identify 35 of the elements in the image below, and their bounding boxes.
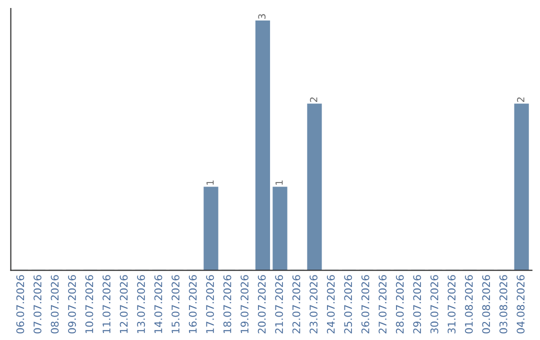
x-tick-label: 15.07.2026 (172, 275, 180, 333)
data-label: 3 (258, 14, 266, 19)
x-tick-label: 06.07.2026 (16, 275, 24, 334)
x-tick-label: 09.07.2026 (68, 275, 76, 334)
data-label: 2 (310, 97, 318, 102)
x-tick-label: 27.07.2026 (378, 275, 387, 334)
x-tick-label: 25.07.2026 (344, 275, 352, 334)
x-tick-label: 13.07.2026 (137, 275, 145, 333)
x-tick-label: 29.07.2026 (413, 275, 422, 334)
data-label: 1 (206, 180, 214, 185)
x-tick-label: 03.08.2026 (499, 275, 508, 334)
x-tick-label: 21.07.2026 (275, 275, 283, 334)
x-tick-label: 20.07.2026 (258, 275, 266, 334)
x-tick-label: 18.07.2026 (223, 275, 232, 333)
data-label: 1 (276, 180, 283, 185)
x-tick-label: 04.08.2026 (516, 275, 525, 334)
x-tick-label: 14.07.2026 (154, 275, 162, 333)
x-tick-label: 12.07.2026 (120, 275, 128, 333)
x-tick-label: 01.08.2026 (464, 275, 473, 334)
x-tick-label: 26.07.2026 (361, 275, 370, 334)
x-tick-label: 07.07.2026 (34, 275, 42, 334)
x-tick-label: 19.07.2026 (240, 275, 248, 333)
x-tick-label: 31.07.2026 (448, 275, 456, 334)
x-tick-label: 08.07.2026 (50, 275, 59, 334)
x-tick-label: 23.07.2026 (310, 275, 318, 334)
data-label: 2 (517, 97, 524, 102)
x-tick-label: 02.08.2026 (482, 275, 490, 334)
x-tick-label: 22.07.2026 (292, 275, 300, 334)
x-tick-label: 28.07.2026 (396, 275, 404, 334)
x-tick-label: 17.07.2026 (206, 275, 214, 333)
x-tick-label: 11.07.2026 (102, 275, 110, 333)
x-tick-label: 24.07.2026 (326, 275, 335, 334)
x-tick-label: 16.07.2026 (188, 275, 197, 333)
x-tick-label: 30.07.2026 (430, 275, 438, 334)
x-tick-label: 10.07.2026 (85, 275, 94, 333)
